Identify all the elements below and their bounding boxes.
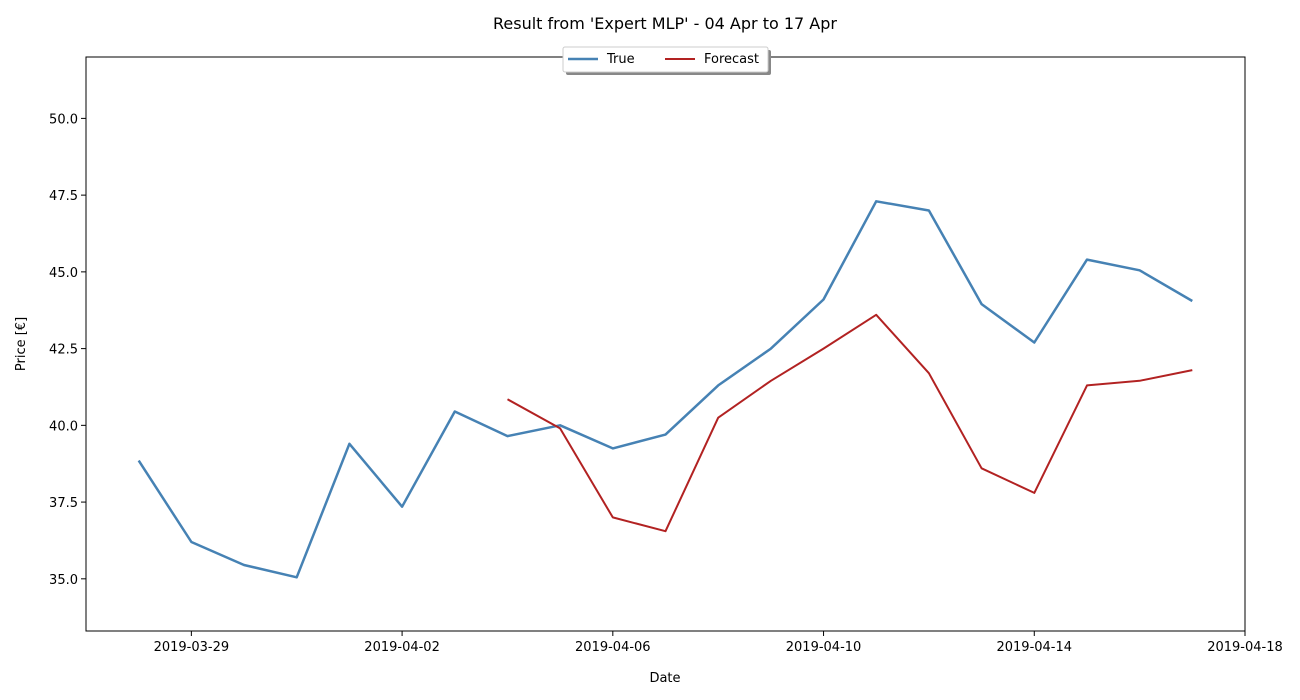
series-layer: [137, 200, 1193, 579]
legend: True Forecast: [562, 46, 771, 75]
y-tick-label: 42.5: [49, 343, 78, 358]
legend-label-forecast: Forecast: [704, 52, 759, 67]
plot-area: [85, 56, 1246, 632]
y-tick-label: 40.0: [49, 419, 78, 434]
x-tick-label: 2019-04-06: [575, 640, 651, 655]
y-axis-ticks: 35.0 37.5 40.0 42.5 45.0 47.5 50.0: [49, 112, 86, 588]
y-tick-label: 37.5: [49, 496, 78, 511]
series-line-forecast: [507, 313, 1193, 533]
y-axis-label: Price [€]: [14, 317, 29, 371]
x-tick-label: 2019-03-29: [154, 640, 230, 655]
legend-label-true: True: [606, 52, 635, 67]
x-tick-label: 2019-04-14: [996, 640, 1072, 655]
x-tick-label: 2019-04-02: [364, 640, 440, 655]
y-tick-label: 45.0: [49, 266, 78, 281]
x-tick-label: 2019-04-18: [1207, 640, 1283, 655]
series-line-true: [137, 200, 1193, 579]
chart-title: Result from 'Expert MLP' - 04 Apr to 17 …: [493, 14, 837, 33]
y-tick-label: 35.0: [49, 573, 78, 588]
x-axis-ticks: 2019-03-29 2019-04-02 2019-04-06 2019-04-10…: [154, 631, 1283, 655]
x-axis-label: Date: [649, 671, 680, 686]
y-tick-label: 50.0: [49, 112, 78, 127]
y-tick-label: 47.5: [49, 189, 78, 204]
x-tick-label: 2019-04-10: [786, 640, 862, 655]
